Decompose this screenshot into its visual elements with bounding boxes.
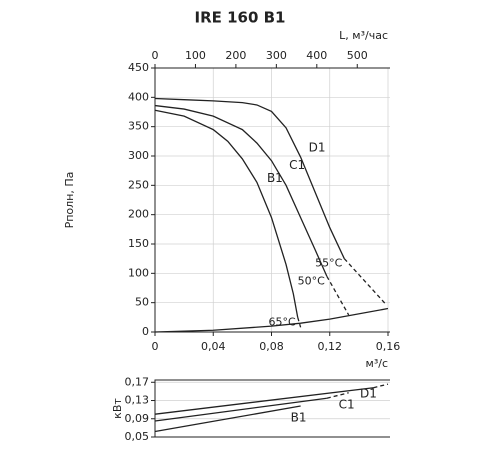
y-tick-label: 200: [128, 208, 149, 221]
x2-axis-label: L, м³/час: [339, 29, 388, 42]
x-tick-label: 0,12: [318, 340, 343, 353]
series-line-dashed: [297, 317, 302, 328]
y-tick-label: 250: [128, 178, 149, 191]
x2-tick-label: 300: [266, 49, 287, 62]
x-tick-label: 0,04: [201, 340, 226, 353]
x-tick-label: 0: [152, 340, 159, 353]
y-tick-label: 50: [135, 296, 149, 309]
y-tick-label: 0,09: [125, 412, 150, 425]
x-tick-label: 0,08: [259, 340, 284, 353]
series-line-dashed: [373, 383, 389, 389]
annotation: 50°C: [298, 274, 325, 287]
series-line-dashed: [343, 258, 388, 306]
y-tick-label: 100: [128, 266, 149, 279]
x2-tick-label: 0: [152, 49, 159, 62]
x2-tick-label: 400: [306, 49, 327, 62]
series-line: [154, 405, 301, 433]
y-tick-label: 0,17: [125, 375, 150, 388]
x-axis-label: м³/с: [366, 357, 388, 370]
x2-tick-label: 200: [225, 49, 246, 62]
series-line: [154, 104, 328, 277]
series-label: D1: [309, 141, 326, 155]
series-line-dashed: [326, 392, 349, 399]
x2-tick-label: 500: [347, 49, 368, 62]
y-tick-label: 0,13: [125, 394, 150, 407]
series-line: [154, 397, 327, 422]
y-tick-label: 0,05: [125, 430, 150, 443]
series-line: [154, 109, 299, 318]
x-tick-label: 0,16: [376, 340, 401, 353]
series-line-dashed: [326, 275, 350, 316]
series-label: C1: [289, 158, 305, 172]
annotation: 65°C: [269, 315, 296, 328]
y-tick-label: 300: [128, 149, 149, 162]
y-tick-label: 400: [128, 90, 149, 103]
series-line: [154, 97, 345, 259]
y-axis-label: Pполн, Па: [63, 172, 76, 229]
series-label: B1: [291, 410, 307, 424]
series-label: D1: [360, 387, 377, 401]
axis-frame: [154, 379, 390, 438]
y-tick-label: 350: [128, 120, 149, 133]
series-label: C1: [339, 397, 355, 411]
chart-title: IRE 160 B1: [194, 9, 285, 27]
series-line: [154, 307, 389, 333]
y-tick-label: 150: [128, 237, 149, 250]
series-label: B1: [267, 171, 283, 185]
axis-frame: [154, 67, 390, 333]
series-line: [154, 387, 374, 415]
y-axis-label: кВт: [111, 398, 124, 419]
y-tick-label: 0: [142, 325, 149, 338]
x2-tick-label: 100: [185, 49, 206, 62]
y-tick-label: 450: [128, 61, 149, 74]
